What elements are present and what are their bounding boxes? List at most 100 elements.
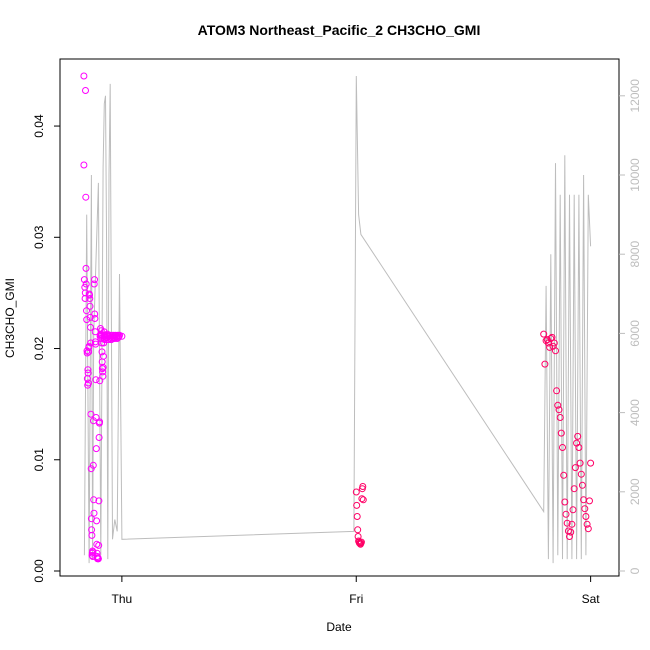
data-point xyxy=(86,302,94,310)
data-point xyxy=(84,369,92,377)
right-y-tick-label: 12000 xyxy=(628,79,642,113)
data-point xyxy=(553,387,561,395)
data-point xyxy=(99,372,107,380)
data-point xyxy=(559,444,566,451)
data-point xyxy=(577,470,585,478)
data-point xyxy=(91,276,98,284)
data-point xyxy=(94,555,102,563)
data-point xyxy=(354,526,362,534)
chart-title: ATOM3 Northeast_Pacific_2 CH3CHO_GMI xyxy=(198,22,481,38)
right-y-tick-label: 8000 xyxy=(628,241,642,268)
x-axis-label: Date xyxy=(326,620,352,634)
data-point xyxy=(576,459,584,467)
data-point xyxy=(554,401,562,409)
left-y-axis: 0.00 0.01 0.02 0.03 0.04 xyxy=(32,114,60,583)
data-point xyxy=(563,519,571,527)
x-axis: Thu Fri Sat xyxy=(112,576,601,606)
data-point xyxy=(566,533,573,540)
data-point xyxy=(569,506,577,514)
data-point xyxy=(82,87,89,94)
x-tick-label: Sat xyxy=(582,592,601,606)
data-point xyxy=(87,323,94,331)
data-point xyxy=(89,548,97,556)
data-point xyxy=(99,368,107,376)
data-point xyxy=(92,414,100,421)
data-point xyxy=(583,520,591,528)
data-point xyxy=(358,495,366,503)
data-point xyxy=(83,347,91,355)
data-point xyxy=(87,410,95,418)
data-point xyxy=(547,335,555,342)
data-point xyxy=(578,481,586,489)
data-point xyxy=(90,280,98,288)
right-y-tick-label: 0 xyxy=(628,567,642,574)
data-point xyxy=(581,505,589,513)
x-tick-label: Thu xyxy=(112,592,133,606)
data-point xyxy=(80,161,88,169)
data-point xyxy=(562,510,570,518)
data-point xyxy=(96,418,104,426)
data-point xyxy=(95,497,103,505)
left-y-tick-label: 0.04 xyxy=(32,114,46,138)
data-point xyxy=(556,414,564,421)
data-point xyxy=(546,343,554,351)
data-point xyxy=(118,332,126,340)
data-point xyxy=(92,445,100,453)
data-point xyxy=(582,513,590,520)
plot-frame xyxy=(59,58,620,577)
data-point xyxy=(357,538,365,546)
right-y-axis: 0 2000 4000 6000 8000 10000 12000 xyxy=(619,79,642,574)
data-point xyxy=(95,434,103,441)
data-point xyxy=(87,339,95,347)
data-point xyxy=(541,360,549,368)
right-y-tick-label: 4000 xyxy=(628,399,642,426)
left-y-tick-label: 0.00 xyxy=(32,559,46,583)
data-point xyxy=(86,291,93,299)
data-point xyxy=(87,465,95,473)
left-y-tick-label: 0.03 xyxy=(32,225,46,249)
data-point xyxy=(88,531,96,539)
right-y-tick-label: 2000 xyxy=(628,478,642,505)
data-point xyxy=(540,330,548,338)
ch3cho-series xyxy=(80,72,595,563)
data-point xyxy=(85,342,93,350)
data-point xyxy=(84,366,92,374)
data-point xyxy=(574,432,582,440)
left-y-tick-label: 0.01 xyxy=(32,448,46,472)
data-point xyxy=(586,497,593,505)
data-point xyxy=(93,517,101,525)
data-point xyxy=(587,459,595,467)
data-point xyxy=(83,316,91,324)
data-point xyxy=(99,363,107,371)
data-point xyxy=(95,541,103,549)
data-point xyxy=(359,496,367,504)
data-point xyxy=(550,339,558,347)
data-point xyxy=(82,193,90,201)
data-point xyxy=(82,264,90,272)
data-point xyxy=(567,528,575,536)
data-point xyxy=(353,513,361,520)
data-point xyxy=(359,483,367,490)
data-point xyxy=(86,313,94,321)
data-point xyxy=(90,509,98,517)
y-axis-label: CH3CHO_GMI xyxy=(3,278,17,358)
data-point xyxy=(571,464,579,472)
data-point xyxy=(98,365,106,373)
data-point xyxy=(80,72,88,80)
data-point xyxy=(568,520,576,528)
left-y-tick-label: 0.02 xyxy=(32,337,46,361)
data-point xyxy=(81,289,89,297)
data-point xyxy=(561,498,569,506)
data-point xyxy=(557,429,565,437)
data-point xyxy=(83,307,90,315)
data-point xyxy=(84,379,92,387)
data-point xyxy=(91,315,99,322)
data-point xyxy=(80,276,88,284)
data-point xyxy=(353,501,361,509)
data-point xyxy=(99,352,107,360)
data-point xyxy=(352,488,360,496)
data-point xyxy=(86,295,94,302)
data-point xyxy=(584,525,592,533)
